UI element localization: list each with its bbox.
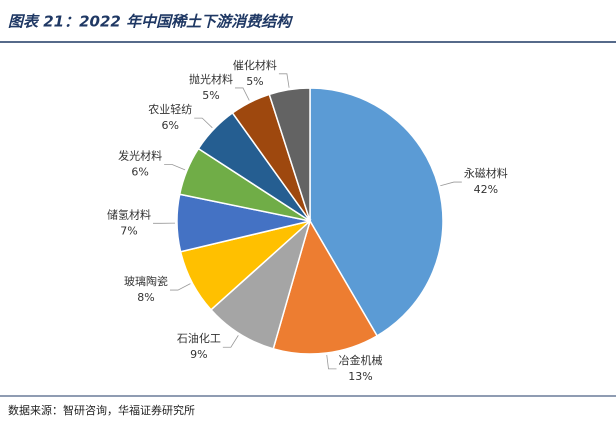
pie-slice bbox=[272, 219, 379, 355]
leader-line bbox=[278, 73, 290, 88]
slice-value-label: 7% bbox=[120, 224, 137, 237]
slice-label: 玻璃陶瓷 bbox=[124, 274, 168, 288]
slice-label: 石油化工 bbox=[177, 331, 221, 345]
leader-line bbox=[194, 117, 213, 129]
slice-value-label: 5% bbox=[246, 75, 263, 88]
slice-label: 发光材料 bbox=[118, 149, 162, 163]
slice-value-label: 6% bbox=[161, 119, 178, 132]
slice-label: 储氢材料 bbox=[107, 207, 151, 221]
slice-label: 抛光材料 bbox=[189, 72, 233, 86]
source-note: 数据来源：智研咨询，华福证券研究所 bbox=[8, 403, 195, 417]
slice-value-label: 42% bbox=[474, 183, 498, 196]
leader-line bbox=[440, 181, 462, 187]
chart-title: 图表 21：2022 年中国稀土下游消费结构 bbox=[8, 13, 293, 31]
leader-line bbox=[164, 164, 186, 171]
leader-line bbox=[326, 354, 337, 370]
slice-value-label: 13% bbox=[348, 370, 372, 383]
slice-label: 农业轻纺 bbox=[148, 102, 192, 116]
slice-value-label: 8% bbox=[137, 291, 154, 304]
slice-value-label: 6% bbox=[131, 166, 148, 179]
slice-label: 催化材料 bbox=[233, 58, 277, 72]
leader-line bbox=[169, 283, 191, 291]
slice-value-label: 5% bbox=[202, 89, 219, 102]
leader-line bbox=[222, 335, 239, 348]
slice-value-label: 9% bbox=[190, 348, 207, 361]
slice-label: 冶金机械 bbox=[338, 353, 382, 367]
pie-slice bbox=[268, 87, 311, 222]
slice-label: 永磁材料 bbox=[464, 166, 508, 180]
pie-slice bbox=[309, 87, 444, 337]
leader-line bbox=[234, 87, 250, 101]
